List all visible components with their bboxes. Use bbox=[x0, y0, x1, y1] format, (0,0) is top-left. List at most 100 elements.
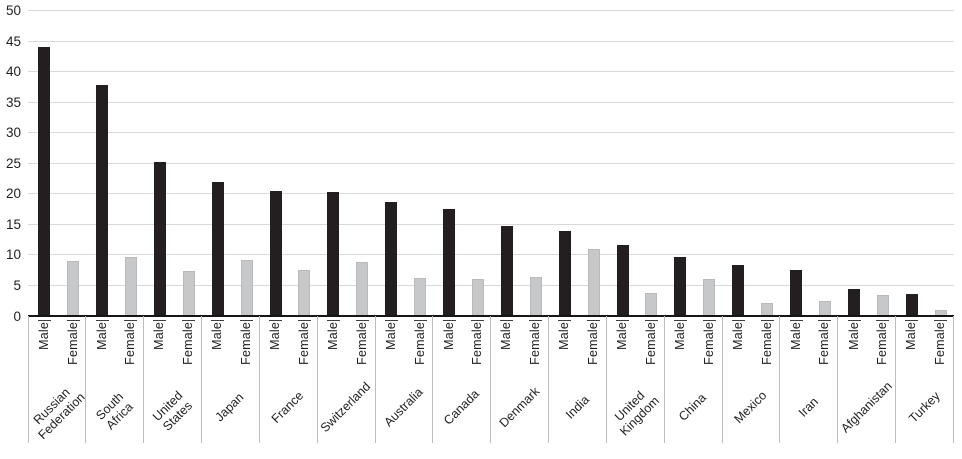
x-axis-line bbox=[28, 315, 954, 317]
bar-male-turkey bbox=[905, 294, 918, 316]
bar-female-japan bbox=[240, 260, 253, 316]
tick-mark-male-iran bbox=[789, 319, 803, 322]
bar-male-australia bbox=[385, 201, 398, 316]
category-separator-4 bbox=[258, 316, 260, 443]
bar-male-china bbox=[674, 256, 687, 316]
bar-sub-label-male-turkey: Male bbox=[904, 322, 919, 350]
y-axis-tick-label-45: 45 bbox=[5, 33, 21, 49]
tick-mark-female-canada bbox=[471, 319, 485, 322]
bar-female-australia bbox=[414, 277, 427, 316]
bar-male-south-africa bbox=[96, 85, 109, 316]
tick-mark-male-switzerland bbox=[326, 319, 340, 322]
bar-sub-label-male-australia: Male bbox=[383, 322, 398, 350]
bar-female-denmark bbox=[529, 276, 542, 316]
bar-male-united-states bbox=[153, 162, 166, 316]
category-separator-1 bbox=[85, 316, 87, 443]
gridline-10 bbox=[28, 254, 954, 256]
tick-mark-male-turkey bbox=[905, 319, 919, 322]
tick-mark-male-canada bbox=[442, 319, 456, 322]
gridline-20 bbox=[28, 193, 954, 195]
x-axis-country-label-united-kingdom: United Kingdom bbox=[612, 387, 662, 438]
bar-sub-label-female-afghanistan: Female bbox=[875, 322, 890, 365]
bar-male-mexico bbox=[732, 264, 745, 316]
bar-sub-label-female-switzerland: Female bbox=[354, 322, 369, 365]
bar-sub-label-female-denmark: Female bbox=[528, 322, 543, 365]
tick-mark-male-afghanistan bbox=[847, 319, 861, 322]
tick-mark-male-united-states bbox=[153, 319, 167, 322]
bar-female-china bbox=[703, 279, 716, 316]
y-axis-tick-label-25: 25 bbox=[5, 155, 21, 171]
bar-sub-label-female-australia: Female bbox=[412, 322, 427, 365]
tick-mark-female-france bbox=[297, 319, 311, 322]
category-separator-10 bbox=[605, 316, 607, 443]
category-separator-8 bbox=[490, 316, 492, 443]
y-axis-tick-label-15: 15 bbox=[5, 216, 21, 232]
bar-sub-label-female-united-kingdom: Female bbox=[643, 322, 658, 365]
tick-mark-male-china bbox=[673, 319, 687, 322]
tick-mark-female-switzerland bbox=[355, 319, 369, 322]
bar-sub-label-male-denmark: Male bbox=[499, 322, 514, 350]
bar-female-afghanistan bbox=[876, 295, 889, 316]
gridline-25 bbox=[28, 162, 954, 164]
gridline-5 bbox=[28, 284, 954, 286]
tick-mark-female-turkey bbox=[934, 319, 948, 322]
bar-sub-label-female-canada: Female bbox=[470, 322, 485, 365]
bar-sub-label-female-south-africa: Female bbox=[123, 322, 138, 365]
category-separator-5 bbox=[316, 316, 318, 443]
bar-male-india bbox=[558, 230, 571, 316]
bar-male-switzerland bbox=[327, 192, 340, 316]
y-axis-tick-label-5: 5 bbox=[13, 277, 21, 293]
bar-sub-label-male-south-africa: Male bbox=[94, 322, 109, 350]
tick-mark-male-mexico bbox=[731, 319, 745, 322]
bar-sub-label-female-russian-federation: Female bbox=[65, 322, 80, 365]
tick-mark-female-mexico bbox=[760, 319, 774, 322]
bar-sub-label-female-france: Female bbox=[296, 322, 311, 365]
tick-mark-male-united-kingdom bbox=[616, 319, 630, 322]
category-separator-12 bbox=[721, 316, 723, 443]
bar-sub-label-male-russian-federation: Male bbox=[36, 322, 51, 350]
tick-mark-male-australia bbox=[384, 319, 398, 322]
bar-sub-label-female-turkey: Female bbox=[933, 322, 948, 365]
bar-sub-label-male-switzerland: Male bbox=[325, 322, 340, 350]
y-axis-tick-label-35: 35 bbox=[5, 94, 21, 110]
bar-female-iran bbox=[818, 300, 831, 316]
tick-mark-male-russian-federation bbox=[37, 319, 51, 322]
tick-mark-female-united-states bbox=[182, 319, 196, 322]
bar-male-japan bbox=[211, 182, 224, 316]
gridline-35 bbox=[28, 101, 954, 103]
bar-sub-label-male-afghanistan: Male bbox=[846, 322, 861, 350]
tick-mark-female-australia bbox=[413, 319, 427, 322]
tick-mark-female-denmark bbox=[529, 319, 543, 322]
tick-mark-female-india bbox=[587, 319, 601, 322]
y-axis-tick-label-0: 0 bbox=[13, 308, 21, 324]
bar-male-canada bbox=[443, 208, 456, 316]
category-separator-14 bbox=[837, 316, 839, 443]
tick-mark-female-afghanistan bbox=[876, 319, 890, 322]
bar-male-denmark bbox=[500, 225, 513, 316]
bar-sub-label-male-iran: Male bbox=[788, 322, 803, 350]
category-separator-11 bbox=[663, 316, 665, 443]
bar-male-united-kingdom bbox=[616, 244, 629, 316]
y-axis-tick-label-50: 50 bbox=[5, 3, 21, 19]
category-separator-7 bbox=[432, 316, 434, 443]
category-separator-6 bbox=[374, 316, 376, 443]
bar-male-russian-federation bbox=[38, 47, 51, 316]
bar-female-france bbox=[298, 270, 311, 316]
bar-male-iran bbox=[790, 270, 803, 316]
category-separator-0 bbox=[27, 316, 29, 443]
tick-mark-female-russian-federation bbox=[66, 319, 80, 322]
gridline-30 bbox=[28, 132, 954, 134]
bar-sub-label-female-china: Female bbox=[701, 322, 716, 365]
gridline-15 bbox=[28, 223, 954, 225]
y-axis-tick-label-10: 10 bbox=[5, 247, 21, 263]
bar-sub-label-female-iran: Female bbox=[817, 322, 832, 365]
tick-mark-male-south-africa bbox=[95, 319, 109, 322]
bar-female-russian-federation bbox=[67, 261, 79, 316]
bar-male-afghanistan bbox=[848, 289, 860, 316]
bar-sub-label-female-mexico: Female bbox=[759, 322, 774, 365]
bar-sub-label-male-china: Male bbox=[672, 322, 687, 350]
bar-sub-label-male-united-kingdom: Male bbox=[615, 322, 630, 350]
category-separator-2 bbox=[143, 316, 145, 443]
gridline-45 bbox=[28, 40, 954, 42]
